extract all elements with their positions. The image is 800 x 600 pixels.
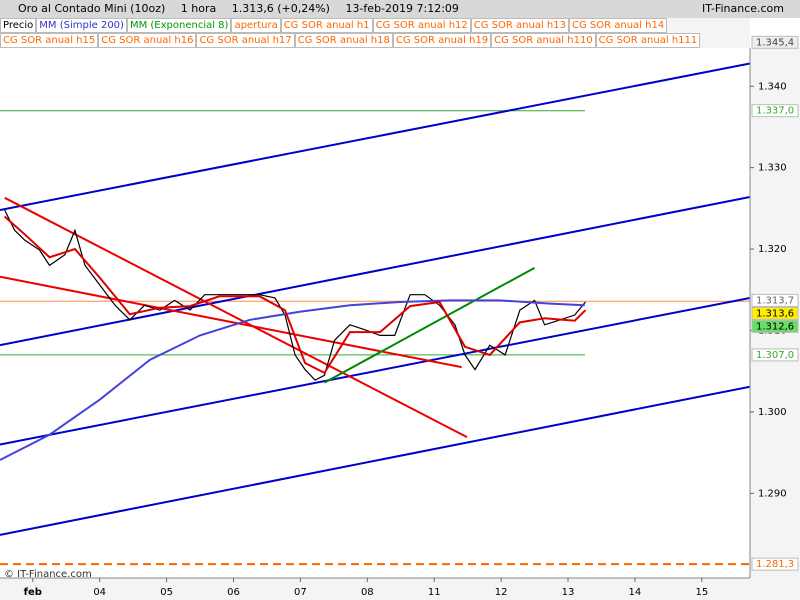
legend-entry[interactable]: CG SOR anual h1 bbox=[280, 18, 373, 33]
x-tick-label: 04 bbox=[93, 587, 106, 598]
legend-entry[interactable]: CG SOR anual h110 bbox=[491, 33, 596, 48]
legend-entry[interactable]: apertura bbox=[231, 18, 281, 33]
y-tick-label: 1.320 bbox=[758, 244, 787, 255]
level-label-box bbox=[751, 293, 799, 307]
level-label: 1.345,4 bbox=[756, 37, 794, 48]
legend-entry[interactable]: CG SOR anual h19 bbox=[392, 33, 492, 48]
x-tick-label: 11 bbox=[428, 587, 441, 598]
y-tick-label: 1.340 bbox=[758, 81, 787, 92]
series-line bbox=[0, 299, 585, 461]
level-label: 1.313,7 bbox=[756, 295, 794, 306]
quote: 1.313,6 (+0,24%) bbox=[231, 2, 330, 15]
level-label-box bbox=[751, 104, 799, 118]
level-label: 1.281,3 bbox=[756, 559, 794, 570]
level-label-box bbox=[751, 557, 799, 571]
trend-line bbox=[324, 266, 536, 384]
x-tick-label: 08 bbox=[361, 587, 374, 598]
legend-entry[interactable]: CG SOR anual h12 bbox=[372, 18, 471, 33]
x-tick-label: 15 bbox=[695, 587, 708, 598]
series-line bbox=[4, 215, 587, 375]
x-axis-bg bbox=[0, 578, 800, 600]
legend-entry[interactable]: CG SOR anual h16 bbox=[98, 33, 197, 48]
plot-area bbox=[0, 48, 750, 578]
x-tick-label: 07 bbox=[294, 587, 307, 598]
legend-entry[interactable]: Precio bbox=[0, 18, 37, 33]
trend-line bbox=[0, 275, 462, 369]
footer: © IT-Finance.com bbox=[4, 569, 92, 580]
legend-entry[interactable]: CG SOR anual h13 bbox=[470, 18, 569, 33]
datetime: 13-feb-2019 7:12:09 bbox=[345, 2, 459, 15]
level-label: 1.337,0 bbox=[756, 106, 794, 117]
series-line bbox=[4, 209, 586, 381]
legend: Precio MM (Simple 200) MM (Exponencial 8) a… bbox=[0, 18, 750, 48]
x-tick-label: 12 bbox=[495, 587, 508, 598]
legend-entry[interactable]: CG SOR anual h18 bbox=[294, 33, 393, 48]
y-tick-label: 1.290 bbox=[758, 488, 787, 499]
interval: 1 hora bbox=[180, 2, 217, 15]
trend-line bbox=[0, 62, 750, 211]
title: Oro al Contado Mini (10oz) bbox=[18, 2, 166, 15]
legend-entry[interactable]: MM (Simple 200) bbox=[36, 18, 127, 33]
y-tick-label: 1.330 bbox=[758, 163, 787, 174]
x-tick-label: feb bbox=[24, 587, 42, 598]
legend-entry[interactable]: CG SOR anual h17 bbox=[196, 33, 295, 48]
trend-line bbox=[4, 196, 468, 439]
legend-entry[interactable]: MM (Exponencial 8) bbox=[126, 18, 232, 33]
level-label: 1.307,0 bbox=[756, 350, 794, 361]
trend-line bbox=[0, 385, 750, 536]
level-label: 1.312,6 bbox=[756, 321, 794, 332]
x-tick-label: 13 bbox=[562, 587, 575, 598]
x-tick-label: 06 bbox=[227, 587, 240, 598]
legend-entry[interactable]: CG SOR anual h111 bbox=[595, 33, 701, 48]
header: Oro al Contado Mini (10oz) 1 hora 1.313,… bbox=[0, 0, 800, 18]
legend-entry[interactable]: CG SOR anual h15 bbox=[0, 33, 99, 48]
level-label: 1.313,6 bbox=[756, 308, 794, 319]
x-tick-label: 14 bbox=[629, 587, 642, 598]
level-label-box bbox=[751, 35, 799, 49]
trend-line bbox=[0, 296, 750, 446]
y-tick-label: 1.300 bbox=[758, 407, 787, 418]
brand: IT-Finance.com bbox=[702, 2, 784, 15]
level-label-box bbox=[751, 348, 799, 362]
x-tick-label: 05 bbox=[160, 587, 173, 598]
level-label-box bbox=[751, 319, 799, 333]
level-label-box bbox=[751, 306, 799, 320]
plot bbox=[0, 62, 750, 566]
trend-line bbox=[0, 196, 750, 347]
legend-entry[interactable]: CG SOR anual h14 bbox=[569, 18, 668, 33]
